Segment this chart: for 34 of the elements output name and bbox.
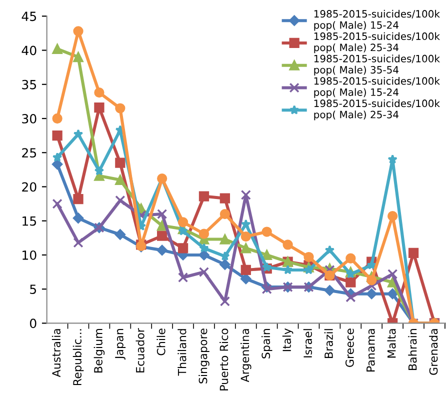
y-tick-label: 0 [30,318,36,328]
x-tick-label: Ecuador [136,328,144,372]
x-tick-label: Italy [282,328,294,352]
y-tick-label: 20 [22,182,36,192]
x-tick-label: Grenada [429,329,438,375]
x-tick-label: Brazil [324,329,333,358]
x-tick-label: Panama [366,329,375,372]
legend-label: 1985-2015-suicides/100k pop( Male) 25-34 [314,32,440,54]
y-tick-label: 10 [22,250,36,260]
x-tick-label: Puerto Rico [220,328,228,390]
legend-label: 1985-2015-suicides/100k pop( Male) 15-24 [314,77,440,98]
x-tick-label: Malta [387,329,396,358]
x-tick-label: Bahrain [408,329,417,370]
legend-label: 1985-2015-suicides/100k pop( Male) 25-34 [314,99,440,120]
x-tick-label: Republic... [72,329,84,386]
x-tick-label: Thailand [178,329,186,376]
y-tick-label: 5 [30,284,36,294]
y-tick-label: 40 [22,46,36,56]
legend-label: 1985-2015-suicides/100k pop( Male) 15-24 [314,10,440,31]
y-tick-label: 35 [22,80,36,90]
x-tick-label: Singapore [198,328,210,384]
x-tick-label: Spain [261,329,272,358]
x-tick-label: Japan [115,329,126,360]
x-tick-label: Israel [303,329,312,358]
y-tick-label: 25 [22,148,36,158]
x-tick-label: Australia [52,329,61,378]
x-tick-label: Greece [345,328,354,367]
x-tick-label: Chile [156,328,166,356]
y-tick-label: 30 [22,114,36,124]
y-tick-label: 45 [22,12,36,22]
x-tick-label: Argentina [240,329,252,382]
x-tick-label: Belgium [94,329,105,373]
y-tick-label: 15 [22,216,36,226]
legend-label: 1985-2015-suicides/100k pop( Male) 35-54 [314,54,440,76]
